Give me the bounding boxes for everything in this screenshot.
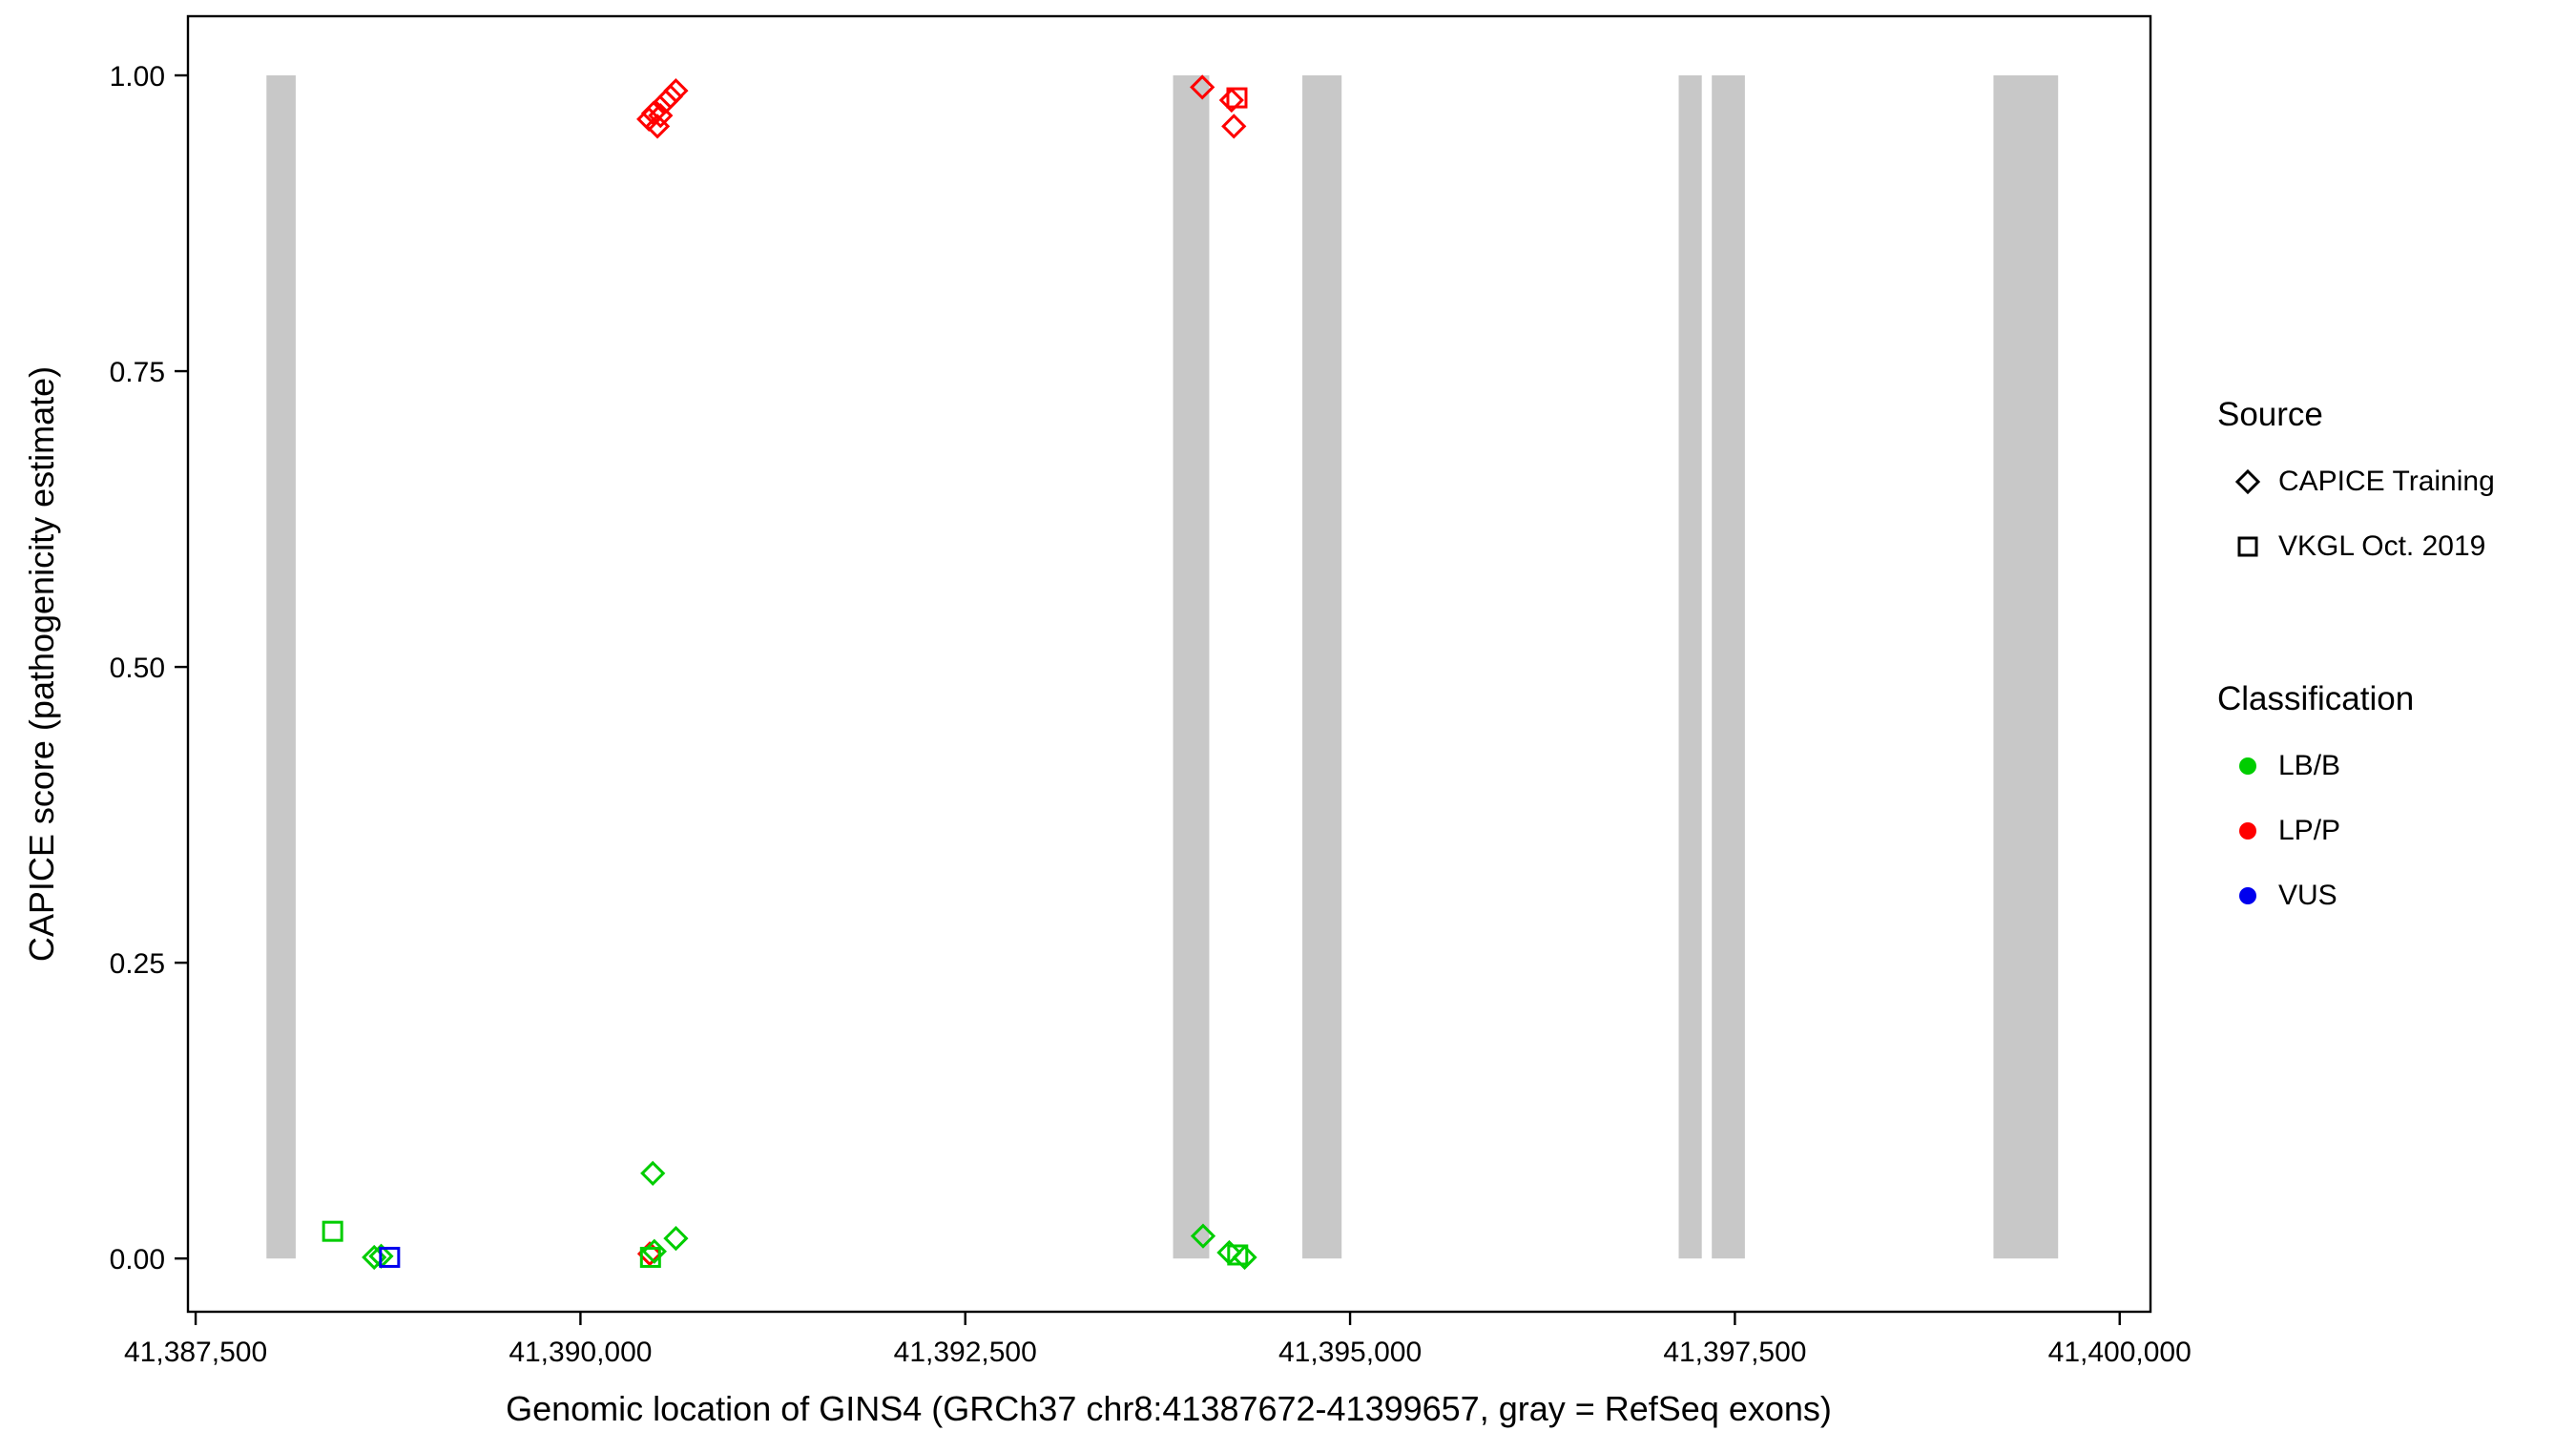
- x-tick-label: 41,390,000: [509, 1337, 652, 1368]
- legend-item-label: VKGL Oct. 2019: [2278, 530, 2486, 562]
- y-tick-label: 0.50: [110, 653, 165, 684]
- y-tick-label: 1.00: [110, 61, 165, 93]
- legend-source-title: Source: [2217, 396, 2323, 433]
- exon-bar: [1712, 75, 1745, 1259]
- data-point-diamond: [640, 1160, 666, 1187]
- data-point-diamond: [663, 1225, 689, 1252]
- legend: Source CAPICE Training VKGL Oct. 2019 Cl…: [2217, 395, 2495, 1028]
- exon-bar: [1302, 75, 1342, 1259]
- x-tick-label: 41,395,000: [1278, 1337, 1422, 1368]
- x-tick-label: 41,400,000: [2048, 1337, 2192, 1368]
- legend-group-classification: Classification LB/B LP/P VUS: [2217, 679, 2495, 918]
- x-axis-title: Genomic location of GINS4 (GRCh37 chr8:4…: [506, 1389, 1832, 1428]
- data-point-diamond: [1218, 87, 1244, 114]
- legend-item-vus: VUS: [2217, 874, 2495, 918]
- legend-item-vkgl: VKGL Oct. 2019: [2217, 525, 2495, 569]
- green-dot-icon: [2239, 757, 2256, 775]
- y-tick-label: 0.75: [110, 357, 165, 388]
- y-tick-label: 0.25: [110, 948, 165, 980]
- x-tick-label: 41,392,500: [894, 1337, 1037, 1368]
- data-point-square: [1226, 87, 1248, 109]
- exon-bar: [1678, 75, 1702, 1259]
- legend-item-label: VUS: [2278, 880, 2337, 911]
- legend-item-label: CAPICE Training: [2278, 466, 2495, 497]
- exon-bar: [1993, 75, 2059, 1259]
- x-tick-label: 41,387,500: [124, 1337, 267, 1368]
- data-point-diamond: [1232, 1244, 1257, 1271]
- x-tick-label: 41,397,500: [1663, 1337, 1806, 1368]
- data-point-diamond: [640, 100, 667, 126]
- data-point-diamond: [1190, 1223, 1216, 1249]
- data-point-square: [1227, 1244, 1249, 1266]
- exon-bar: [266, 75, 296, 1259]
- legend-item-lpp: LP/P: [2217, 809, 2495, 853]
- legend-item-capice-training: CAPICE Training: [2217, 460, 2495, 504]
- y-tick-label: 0.00: [110, 1244, 165, 1275]
- data-point-diamond: [1190, 74, 1215, 100]
- panel-border: [186, 14, 2152, 1314]
- legend-classification-title: Classification: [2217, 680, 2415, 717]
- diamond-icon: [2234, 468, 2261, 495]
- legend-group-source: Source CAPICE Training VKGL Oct. 2019: [2217, 395, 2495, 569]
- data-point-diamond: [641, 1238, 667, 1264]
- exon-bar: [1173, 75, 1210, 1259]
- blue-dot-icon: [2239, 887, 2256, 904]
- data-point-diamond: [657, 84, 683, 110]
- legend-item-label: LB/B: [2278, 750, 2341, 781]
- legend-item-label: LP/P: [2278, 815, 2341, 846]
- data-point-diamond: [1221, 114, 1247, 139]
- data-point-square: [379, 1246, 401, 1268]
- square-icon: [2237, 536, 2258, 557]
- data-point-diamond: [663, 78, 689, 104]
- y-axis-title: CAPICE score (pathogenicity estimate): [22, 365, 61, 963]
- legend-item-lbb: LB/B: [2217, 744, 2495, 788]
- data-point-square: [322, 1220, 343, 1242]
- red-dot-icon: [2239, 822, 2256, 840]
